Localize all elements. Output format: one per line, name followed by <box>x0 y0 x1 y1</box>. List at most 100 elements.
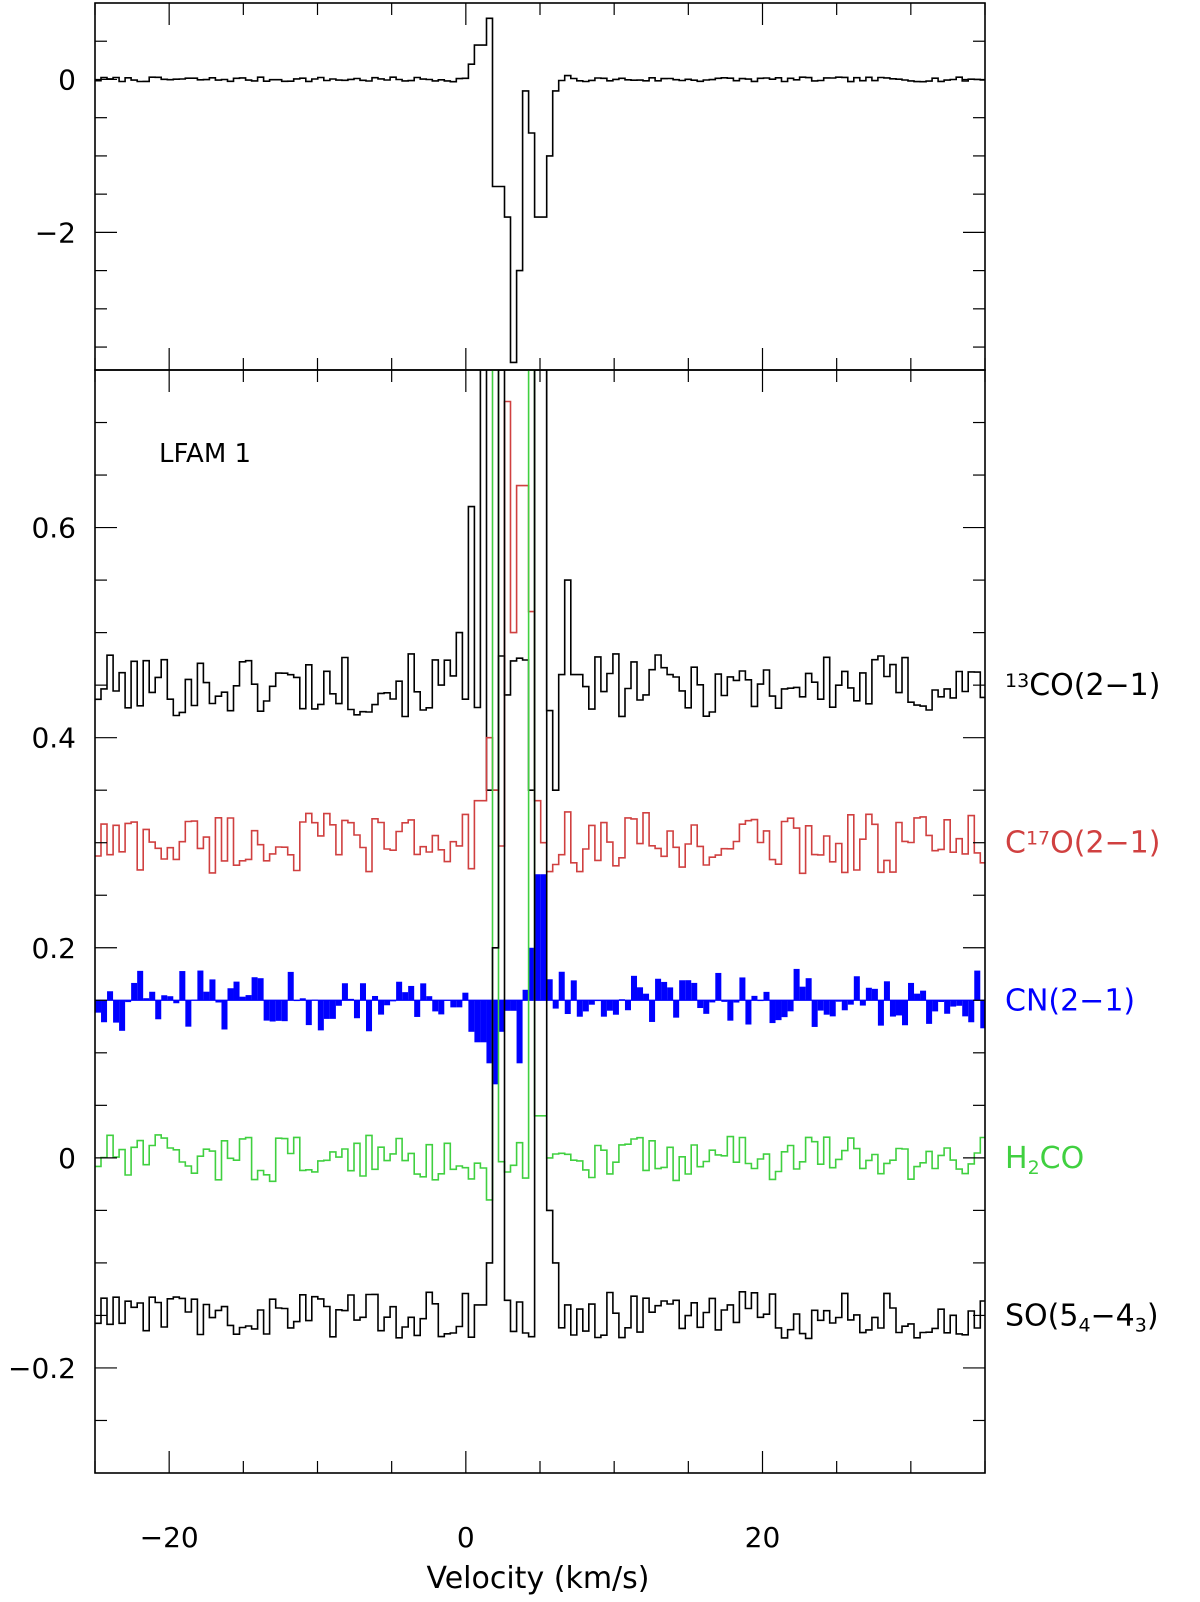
cn-2-1--bar <box>649 1000 656 1022</box>
cn-2-1--bar <box>763 991 770 1001</box>
cn-2-1--bar <box>895 1000 902 1016</box>
cn-2-1--bar <box>161 995 168 1001</box>
cn-2-1--bar <box>908 982 915 1001</box>
x-tick-label: 20 <box>745 1521 781 1554</box>
cn-2-1--bar <box>107 991 114 1001</box>
cn-2-1--bar <box>980 1000 985 1029</box>
cn-2-1--bar <box>359 983 367 1001</box>
cn-2-1--bar <box>655 978 662 1001</box>
cn-2-1--bar <box>685 980 692 1001</box>
cn-2-1--bar <box>859 1000 866 1006</box>
cn-2-1--bar <box>372 995 379 1001</box>
cn-2-1--bar <box>498 1000 505 1032</box>
cn-2-1--bar <box>257 978 264 1001</box>
cn-2-1--bar <box>209 979 216 1001</box>
cn-2-1--bar <box>974 970 981 1001</box>
x-axis-label: Velocity (km/s) <box>427 1561 650 1596</box>
cn-2-1--bar <box>914 993 921 1001</box>
cn-2-1--bar <box>733 1000 740 1003</box>
cn-2-1--bar <box>143 998 150 1001</box>
cn-2-1--bar <box>715 972 722 1001</box>
y-tick-label: 0 <box>58 63 76 96</box>
cn-2-1--bar <box>456 1000 463 1008</box>
y-tick-label: 0 <box>58 1142 76 1175</box>
cn-2-1--bar <box>402 992 409 1001</box>
cn-2-1--bar <box>299 998 306 1001</box>
cn-2-1--bar <box>474 1000 481 1043</box>
cn-2-1--bar <box>426 996 433 1001</box>
cn-2-1--bar <box>703 1000 710 1014</box>
cn-2-1--bar <box>510 1000 517 1011</box>
cn-2-1--bar <box>920 990 927 1001</box>
cn-2-1--bar <box>167 996 174 1001</box>
cn-2-1--bar <box>606 1000 613 1011</box>
cn-2-1--bar <box>329 1000 336 1019</box>
cn-2-1--bar <box>697 1000 704 1009</box>
cn-2-1--bar <box>101 1000 108 1023</box>
cn-2-1--bar <box>679 980 686 1001</box>
cn-2-1--bar <box>239 996 246 1001</box>
cn-2-1--bar <box>281 1000 288 1022</box>
h2co-line <box>95 370 985 1201</box>
cn-2-1--bar <box>420 983 427 1001</box>
y-tick-label: 0.4 <box>31 722 76 755</box>
y-tick-label: −0.2 <box>8 1352 76 1385</box>
plot-frame <box>94 2 986 371</box>
cn-2-1--bar <box>540 874 547 1001</box>
cn-2-1--bar <box>95 1000 102 1013</box>
cn-2-1--bar <box>438 1000 445 1015</box>
y-tick-label: 0.6 <box>31 512 76 545</box>
cn-2-1--bar <box>901 1000 909 1026</box>
panel-label: LFAM 1 <box>159 439 251 469</box>
cn-2-1--bar <box>612 1000 619 1015</box>
cn-2-1--bar <box>125 1000 132 1003</box>
cn-2-1--bar <box>251 977 258 1001</box>
y-tick-label: 0.2 <box>31 932 76 965</box>
cn-2-1--bar <box>137 970 144 1001</box>
h2co-label: H2CO <box>1005 1141 1084 1179</box>
cn-2-1--bar <box>841 1000 848 1011</box>
cn-2-1--bar <box>317 1000 324 1031</box>
so-54-43--label: SO(54−43) <box>1005 1298 1159 1336</box>
cn-2-1--bar <box>233 981 240 1001</box>
cn-2-1--bar <box>667 987 674 1001</box>
cn-2-1--bar <box>450 1000 457 1008</box>
cn-2-1--bar <box>576 1000 583 1017</box>
y-tick-label: −2 <box>35 216 76 249</box>
cn-2-1--bar <box>516 1000 523 1064</box>
cn-2-1--bar <box>811 1000 818 1027</box>
cn-2-1--bar <box>570 980 577 1001</box>
cn-2-1--bar <box>528 947 535 1001</box>
cn-2-1--bar <box>203 991 210 1001</box>
cn-2-1--bar <box>643 993 650 1001</box>
cn-2-1--bar <box>522 989 529 1001</box>
cn-2-1--bar <box>504 1000 511 1011</box>
cn-2-1--bar <box>661 981 668 1001</box>
cn-2-1--bar <box>630 975 638 1001</box>
cn-2-1--bar <box>781 1000 788 1018</box>
cn-2-1--bar <box>769 1000 776 1024</box>
cn-2-1--bar <box>600 1000 607 1017</box>
cn-2-1--bar <box>799 986 806 1001</box>
cn-2-1--bar <box>492 1000 499 1085</box>
cn-2-1--bar <box>341 983 348 1001</box>
c17o-2-1--line <box>95 400 985 875</box>
cn-2-1--bar <box>468 1000 475 1032</box>
cn-2-1--bar <box>462 992 469 1001</box>
cn-2-1--bar <box>384 1000 391 1006</box>
cn-2-1--bar <box>962 1000 969 1017</box>
cn-2-1--bar <box>113 1000 120 1023</box>
cn-2-1--bar <box>486 1000 493 1064</box>
cn-2-1--bar <box>883 981 890 1001</box>
top-spectrum-line <box>95 17 985 364</box>
cn-2-1--bar <box>564 1000 571 1015</box>
cn-2-1--bar <box>944 1000 951 1014</box>
cn-2-1--bars <box>95 874 985 1085</box>
bottom-panel: 13CO(2−1) C17O(2−1) CN(2−1) H2CO SO(54−43) −0… <box>8 369 1160 1554</box>
cn-2-1--bar <box>691 982 698 1001</box>
cn-2-1--bar <box>552 1000 559 1009</box>
cn-2-1--bar <box>938 1000 945 1002</box>
cn-2-1--bar <box>871 988 878 1001</box>
cn-2-1--bar <box>805 978 812 1001</box>
